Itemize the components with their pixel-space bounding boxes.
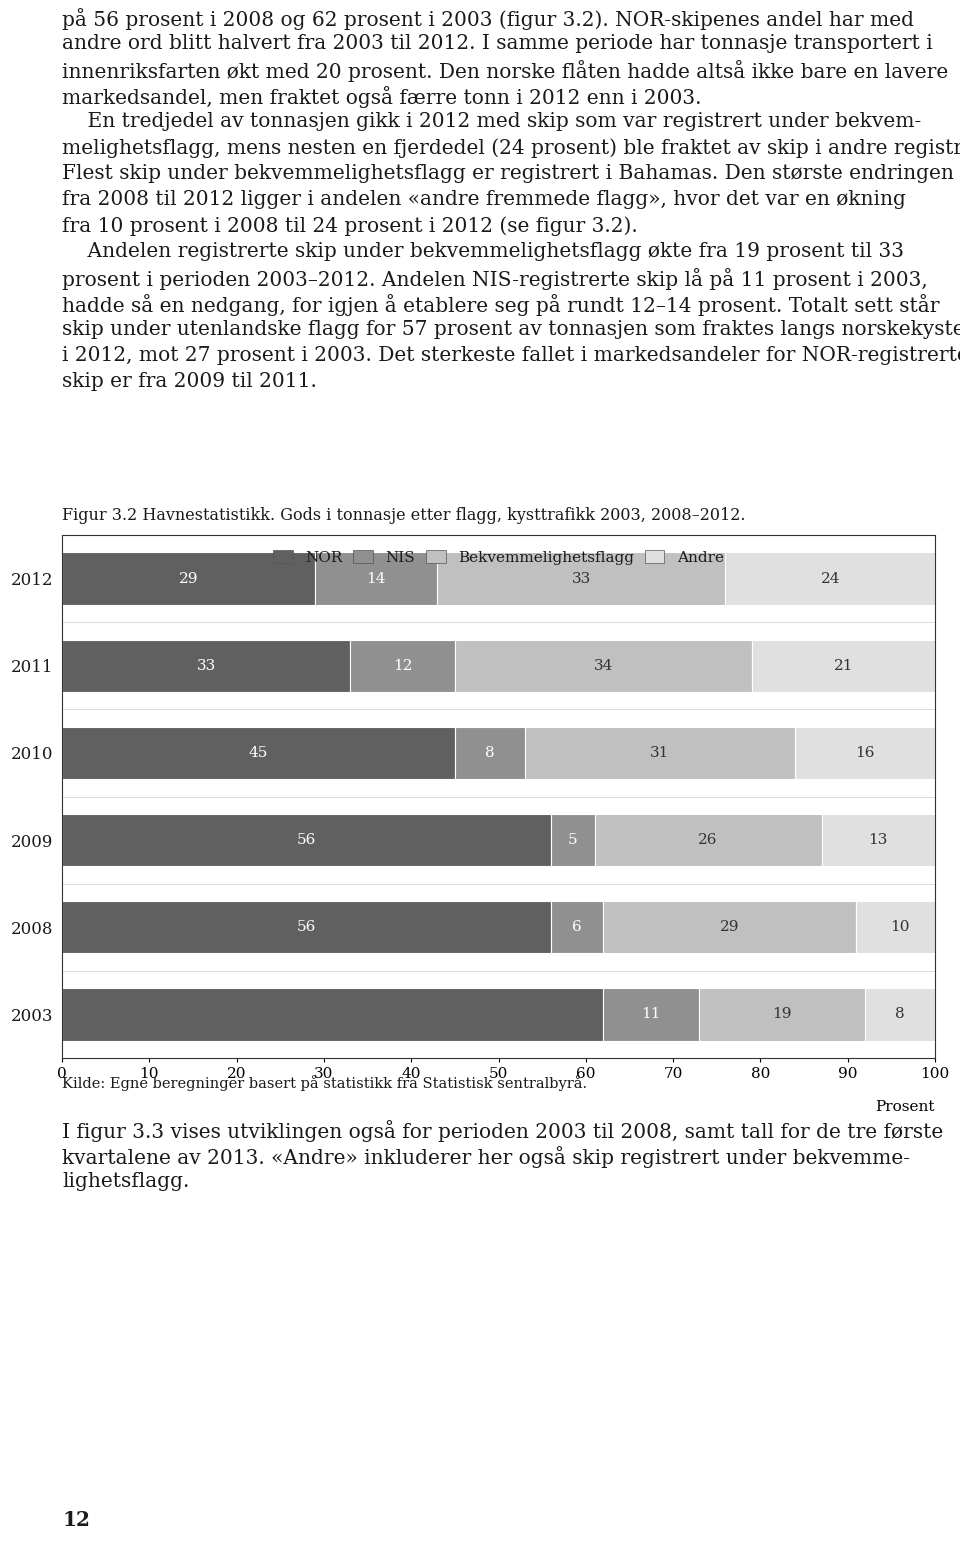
Bar xyxy=(62,814,551,867)
Text: på 56 prosent i 2008 og 62 prosent i 2003 (figur 3.2). NOR-skipenes andel har me: på 56 prosent i 2008 og 62 prosent i 200… xyxy=(62,8,914,30)
Bar xyxy=(455,726,525,780)
Bar xyxy=(62,639,350,692)
Text: Andelen registrerte skip under bekvemmelighetsflagg økte fra 19 prosent til 33: Andelen registrerte skip under bekvemmel… xyxy=(62,242,904,260)
Bar xyxy=(315,552,438,605)
Text: melighetsflagg, mens nesten en fjerdedel (24 prosent) ble fraktet av skip i andr: melighetsflagg, mens nesten en fjerdedel… xyxy=(62,139,960,157)
Text: markedsandel, men fraktet også færre tonn i 2012 enn i 2003.: markedsandel, men fraktet også færre ton… xyxy=(62,86,702,108)
Text: skip er fra 2009 til 2011.: skip er fra 2009 til 2011. xyxy=(62,373,317,391)
Text: 12: 12 xyxy=(393,659,412,673)
Text: 56: 56 xyxy=(297,833,316,847)
Text: 45: 45 xyxy=(249,745,268,759)
Bar xyxy=(856,901,944,954)
Text: Flest skip under bekvemmelighetsflagg er registrert i Bahamas. Den største endri: Flest skip under bekvemmelighetsflagg er… xyxy=(62,164,954,182)
Text: skip under utenlandske flagg for 57 prosent av tonnasjen som fraktes langs norsk: skip under utenlandske flagg for 57 pros… xyxy=(62,320,960,338)
Text: 11: 11 xyxy=(641,1007,661,1021)
Bar xyxy=(551,814,594,867)
Text: 19: 19 xyxy=(773,1007,792,1021)
Text: Prosent: Prosent xyxy=(876,1099,935,1113)
Bar xyxy=(525,726,795,780)
Bar xyxy=(62,552,315,605)
Bar xyxy=(752,639,935,692)
Text: 26: 26 xyxy=(698,833,718,847)
Text: i 2012, mot 27 prosent i 2003. Det sterkeste fallet i markedsandeler for NOR-reg: i 2012, mot 27 prosent i 2003. Det sterk… xyxy=(62,346,960,365)
Bar xyxy=(350,639,455,692)
Text: 6: 6 xyxy=(572,920,582,934)
Text: 29: 29 xyxy=(720,920,739,934)
Bar xyxy=(594,814,822,867)
Text: 24: 24 xyxy=(821,572,840,586)
Bar xyxy=(62,726,455,780)
Text: 13: 13 xyxy=(869,833,888,847)
Text: fra 2008 til 2012 ligger i andelen «andre fremmede flagg», hvor det var en øknin: fra 2008 til 2012 ligger i andelen «andr… xyxy=(62,190,906,209)
Text: andre ord blitt halvert fra 2003 til 2012. I samme periode har tonnasje transpor: andre ord blitt halvert fra 2003 til 201… xyxy=(62,34,933,53)
Bar xyxy=(603,988,699,1040)
Bar xyxy=(551,901,603,954)
Text: 14: 14 xyxy=(367,572,386,586)
Text: lighetsflagg.: lighetsflagg. xyxy=(62,1172,190,1191)
Text: 12: 12 xyxy=(62,1511,90,1529)
Text: fra 10 prosent i 2008 til 24 prosent i 2012 (se figur 3.2).: fra 10 prosent i 2008 til 24 prosent i 2… xyxy=(62,217,638,235)
Bar xyxy=(699,988,865,1040)
Text: kvartalene av 2013. «Andre» inkluderer her også skip registrert under bekvemme-: kvartalene av 2013. «Andre» inkluderer h… xyxy=(62,1146,910,1168)
Legend: NOR, NIS, Bekvemmelighetsflagg, Andre: NOR, NIS, Bekvemmelighetsflagg, Andre xyxy=(266,543,732,572)
Text: 16: 16 xyxy=(855,745,875,759)
Text: 8: 8 xyxy=(896,1007,905,1021)
Text: prosent i perioden 2003–2012. Andelen NIS-registrerte skip lå på 11 prosent i 20: prosent i perioden 2003–2012. Andelen NI… xyxy=(62,268,928,290)
Text: 34: 34 xyxy=(593,659,612,673)
Text: 33: 33 xyxy=(572,572,591,586)
Bar xyxy=(822,814,935,867)
Text: 8: 8 xyxy=(485,745,494,759)
Bar xyxy=(62,988,603,1040)
Text: En tredjedel av tonnasjen gikk i 2012 med skip som var registrert under bekvem-: En tredjedel av tonnasjen gikk i 2012 me… xyxy=(62,112,922,131)
Text: innenriksfarten økt med 20 prosent. Den norske flåten hadde altså ikke bare en l: innenriksfarten økt med 20 prosent. Den … xyxy=(62,59,948,83)
Text: 33: 33 xyxy=(197,659,216,673)
Bar xyxy=(62,901,551,954)
Text: 10: 10 xyxy=(890,920,910,934)
Text: 31: 31 xyxy=(650,745,670,759)
Bar xyxy=(603,901,856,954)
Bar xyxy=(795,726,935,780)
Text: 56: 56 xyxy=(297,920,316,934)
Text: hadde så en nedgang, for igjen å etablere seg på rundt 12–14 prosent. Totalt set: hadde så en nedgang, for igjen å etabler… xyxy=(62,295,940,316)
Bar xyxy=(455,639,752,692)
Text: Kilde: Egne beregninger basert på statistikk fra Statistisk sentralbyrå.: Kilde: Egne beregninger basert på statis… xyxy=(62,1076,588,1091)
Text: Figur 3.2 Havnestatistikk. Gods i tonnasje etter flagg, kysttrafikk 2003, 2008–2: Figur 3.2 Havnestatistikk. Gods i tonnas… xyxy=(62,507,746,524)
Text: 29: 29 xyxy=(179,572,199,586)
Text: I figur 3.3 vises utviklingen også for perioden 2003 til 2008, samt tall for de : I figur 3.3 vises utviklingen også for p… xyxy=(62,1119,944,1143)
Bar xyxy=(438,552,726,605)
Text: 21: 21 xyxy=(833,659,853,673)
Bar xyxy=(865,988,935,1040)
Bar xyxy=(726,552,935,605)
Text: 5: 5 xyxy=(568,833,578,847)
